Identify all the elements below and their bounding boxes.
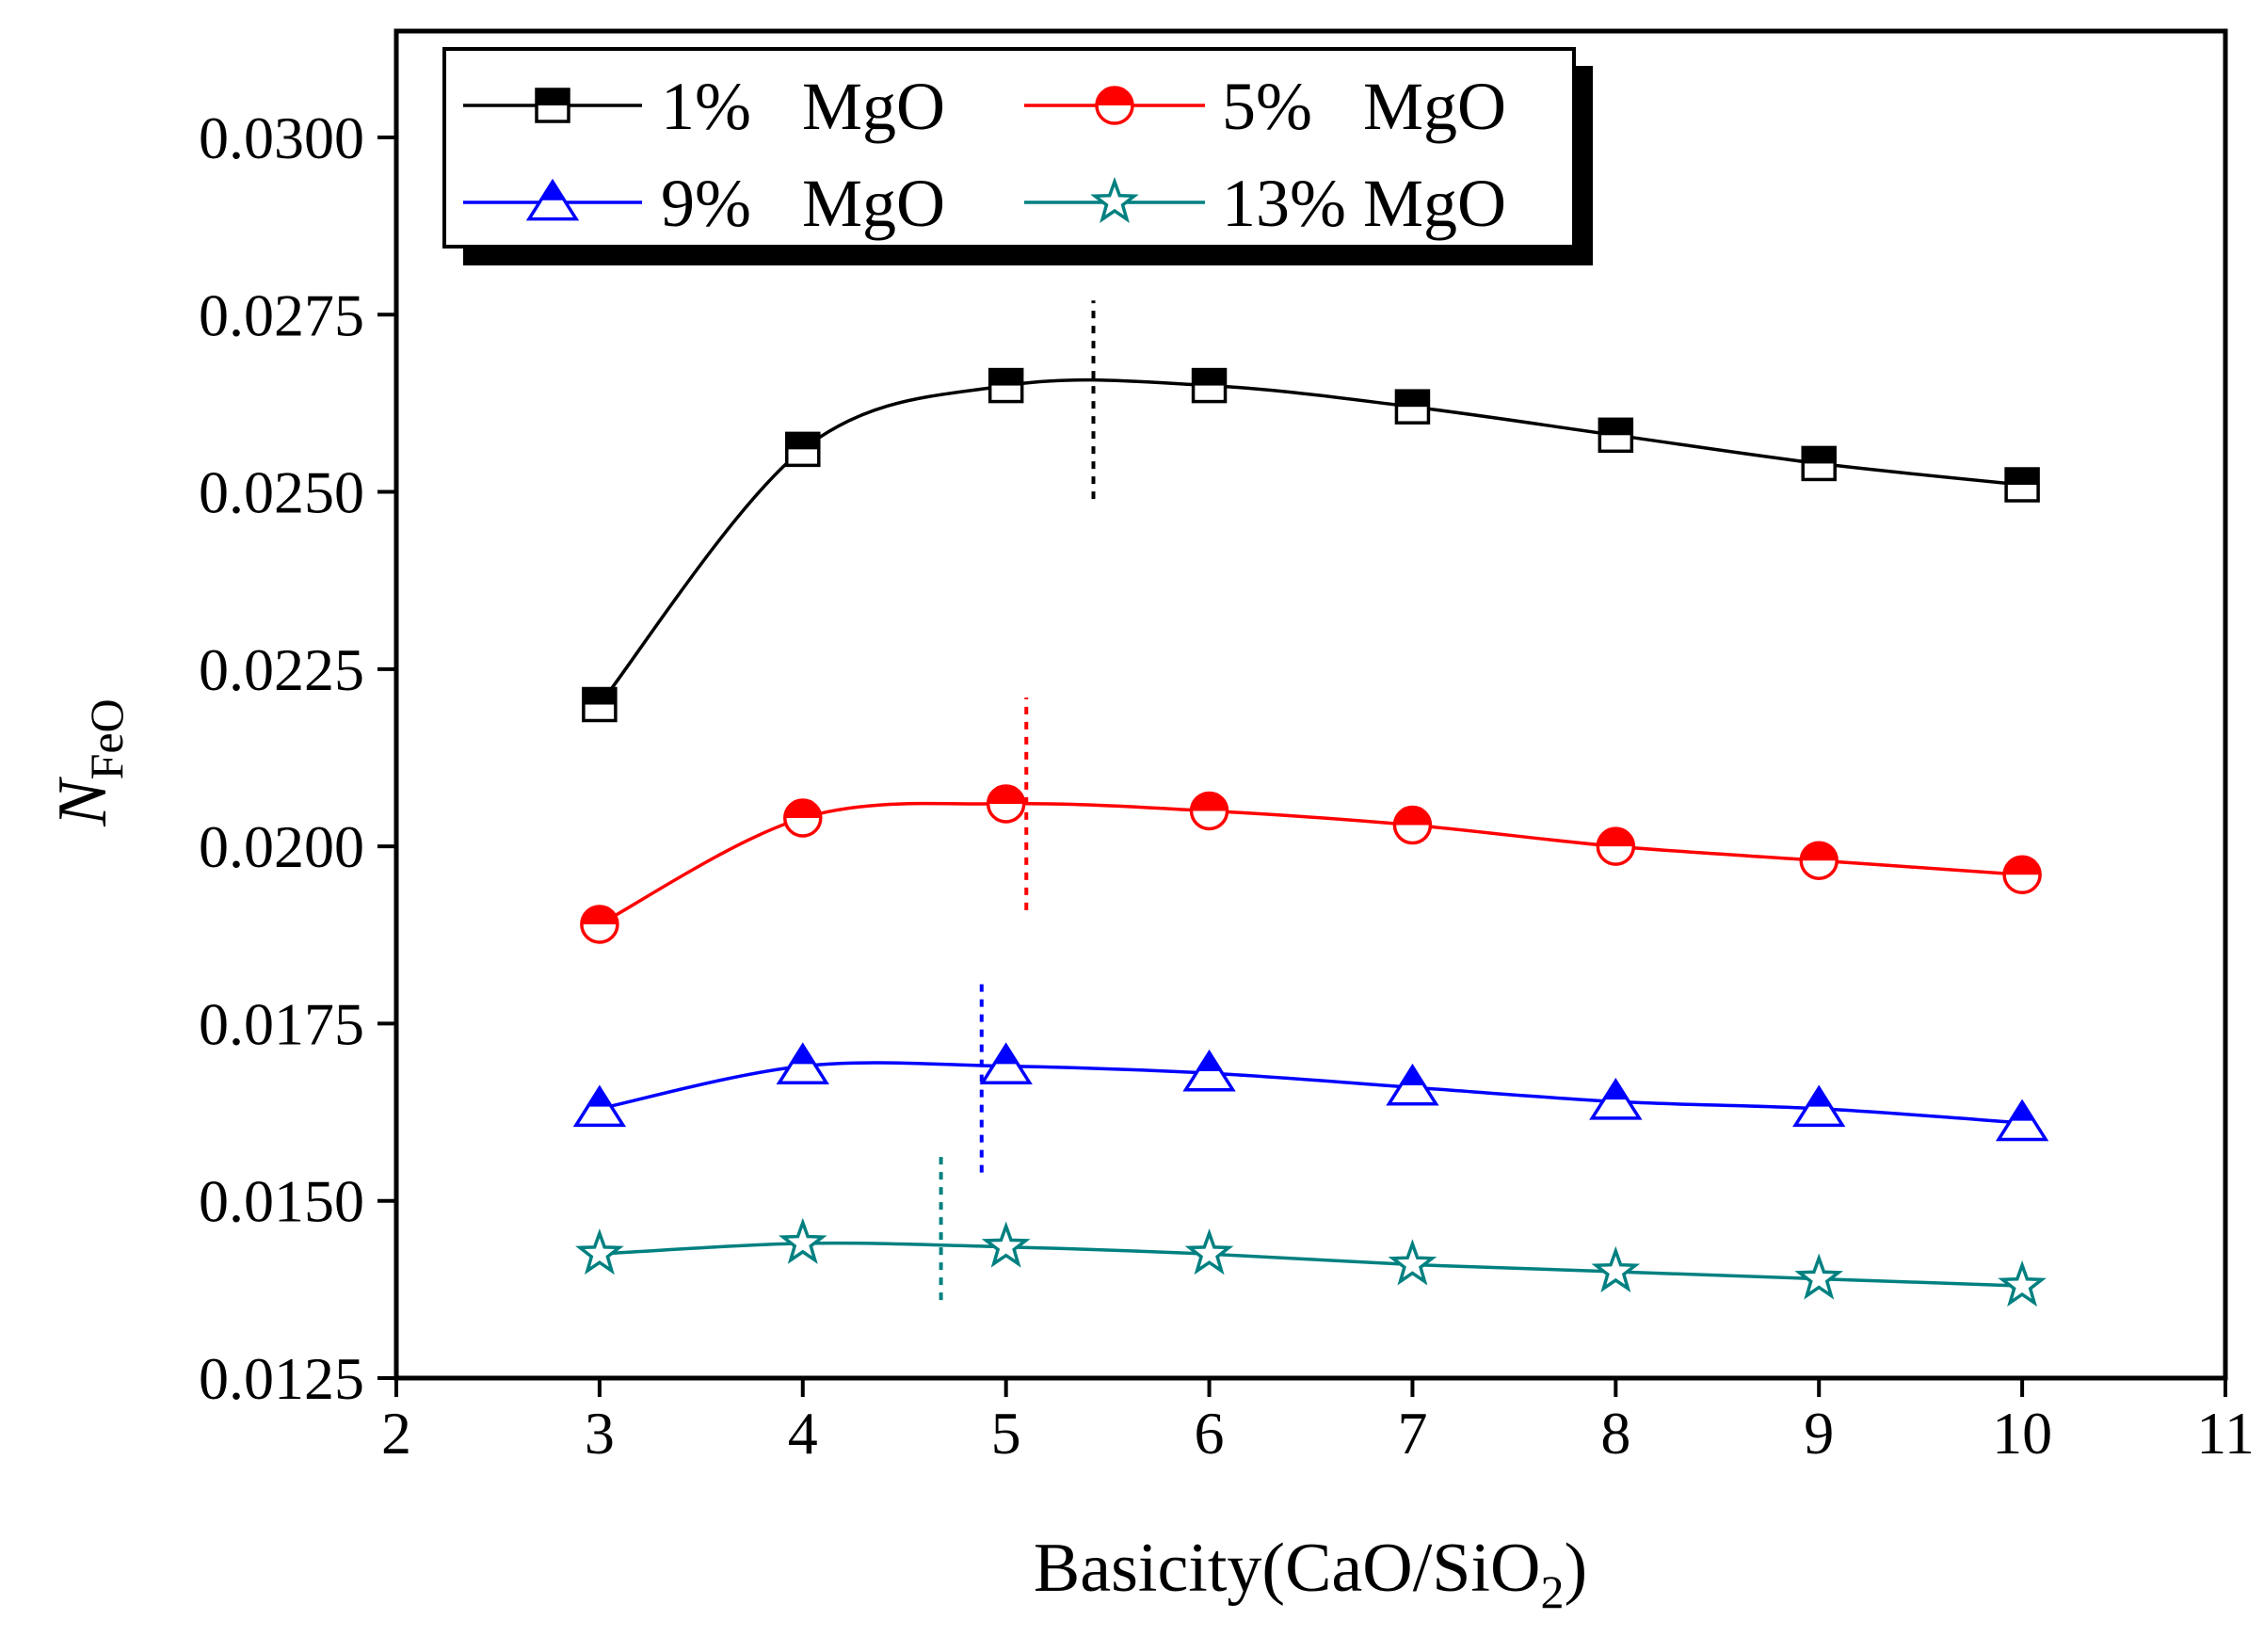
legend-label: 5% MgO	[1222, 69, 1506, 144]
series-line	[599, 1061, 2023, 1125]
legend-item: 1% MgO	[463, 69, 945, 144]
x-tick-label: 6	[1195, 1400, 1225, 1467]
series-line	[598, 377, 2023, 706]
data-point	[783, 798, 823, 838]
x-tick-label: 11	[2196, 1400, 2255, 1467]
x-tick-label: 3	[585, 1400, 615, 1467]
x-tick-label: 7	[1397, 1400, 1427, 1467]
legend-item: 9% MgO	[463, 166, 945, 241]
legend-items: 1% MgO 5% MgO 9% MgO 13% MgO	[463, 69, 1506, 241]
data-point	[1392, 805, 1433, 845]
legend-label: 13% MgO	[1222, 166, 1506, 241]
y-tick-label: 0.0175	[199, 990, 364, 1057]
legend-marker	[525, 178, 580, 221]
series-line	[599, 1241, 2023, 1288]
x-tick-label: 8	[1600, 1400, 1630, 1467]
legend: 1% MgO 5% MgO 9% MgO 13% MgO	[442, 47, 1593, 265]
x-tick-label: 4	[788, 1400, 818, 1467]
data-point	[979, 1042, 1033, 1084]
legend-marker	[535, 88, 570, 123]
data-point	[1191, 367, 1228, 404]
data-point	[1998, 1259, 2047, 1307]
y-tick-label: 0.0300	[199, 104, 364, 171]
y-tick-label: 0.0150	[199, 1168, 364, 1235]
data-point	[1801, 445, 1837, 482]
data-point	[785, 431, 821, 468]
data-point	[2002, 855, 2042, 895]
legend-box	[442, 47, 1576, 249]
x-tick-label: 2	[381, 1400, 411, 1467]
data-point	[1184, 1227, 1234, 1275]
legend-label: 9% MgO	[661, 166, 945, 241]
data-point	[986, 784, 1026, 824]
y-tick-label: 0.0200	[199, 813, 364, 880]
data-point	[981, 1221, 1031, 1268]
series-markers	[572, 367, 2049, 1307]
data-point	[582, 686, 618, 723]
x-tick-label: 10	[1992, 1400, 2052, 1467]
data-point	[779, 1217, 827, 1264]
y-tick-label: 0.0250	[199, 459, 364, 526]
data-point	[1591, 1245, 1641, 1293]
x-tick-label: 5	[991, 1400, 1021, 1467]
plot-frame	[393, 28, 2228, 1381]
data-point	[580, 905, 619, 944]
data-point	[1189, 791, 1229, 831]
legend-marker	[1095, 86, 1134, 125]
data-point	[776, 1042, 829, 1084]
x-tick-label: 9	[1804, 1400, 1834, 1467]
data-point	[1386, 1063, 1439, 1106]
data-point	[1182, 1049, 1236, 1092]
y-tick-label: 0.0275	[199, 281, 364, 348]
y-axis-title: NFeO	[44, 698, 133, 826]
data-point	[1995, 1099, 2049, 1142]
data-point	[987, 367, 1024, 404]
legend-marker	[1090, 176, 1139, 223]
legend-label: 1% MgO	[661, 69, 945, 144]
data-point	[1598, 417, 1634, 454]
y-tick-label: 0.0125	[199, 1345, 364, 1412]
data-point	[1596, 826, 1636, 866]
data-point	[1792, 1084, 1846, 1128]
data-point	[1799, 841, 1838, 880]
data-point	[1394, 389, 1431, 425]
legend-item: 13% MgO	[1024, 166, 1506, 241]
data-point	[572, 1084, 627, 1128]
x-axis-title: Basicity(CaO/SiO2)	[1034, 1530, 1587, 1618]
data-point	[575, 1228, 624, 1275]
axis-ticks: 2 3 4 5 6 7 8 9 10 11 0.0125 0.0150 0.0175 0.0200 0.02…	[199, 104, 2255, 1467]
legend-item: 5% MgO	[1024, 69, 1506, 144]
peak-lines	[939, 300, 1096, 1301]
y-tick-label: 0.0225	[199, 636, 364, 703]
data-point	[2004, 467, 2040, 503]
data-point	[1589, 1077, 1643, 1120]
data-point	[1794, 1253, 1844, 1300]
data-point	[1388, 1239, 1437, 1286]
